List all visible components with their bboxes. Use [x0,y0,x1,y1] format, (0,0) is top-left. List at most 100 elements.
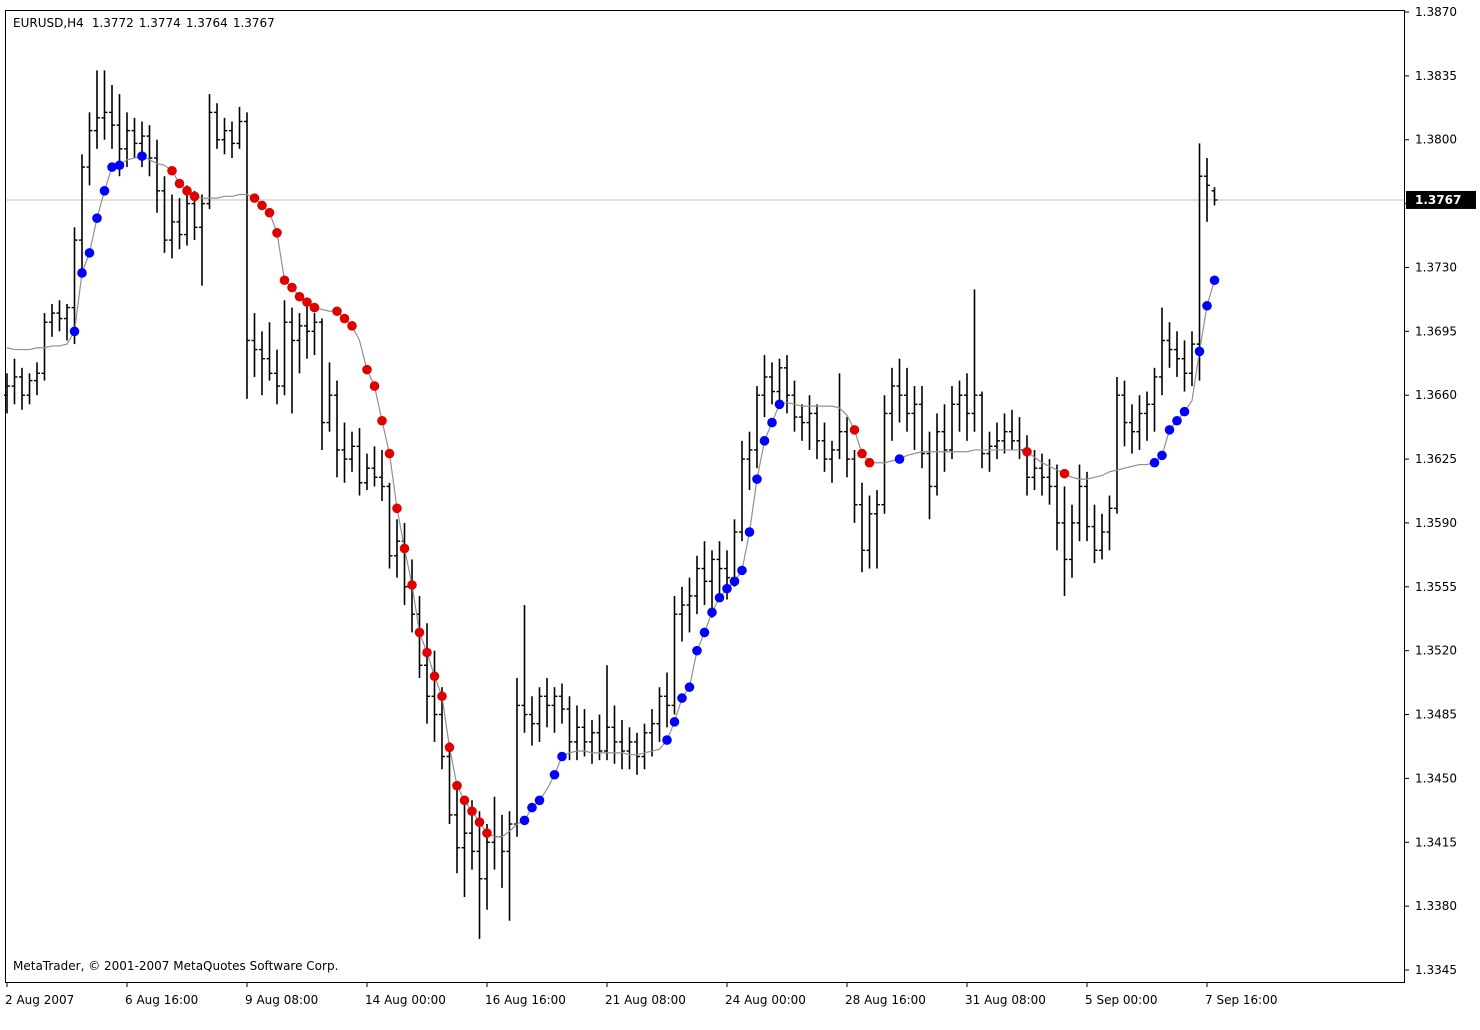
y-tick-label: 1.3345 [1415,963,1457,977]
x-tick-label: 21 Aug 08:00 [605,993,686,1007]
up-dot [77,268,87,278]
copyright: MetaTrader, © 2001-2007 MetaQuotes Softw… [13,959,338,973]
x-tick-label: 14 Aug 00:00 [365,993,446,1007]
down-dot [279,275,290,286]
down-dot [1022,446,1032,457]
down-dot [414,627,425,638]
up-dot [137,151,147,161]
up-dot [722,583,732,594]
y-tick-label: 1.3870 [1415,5,1457,19]
chart-header: EURUSD,H4 1.3772 1.3774 1.3764 1.3767 [13,16,275,30]
up-dot [549,769,560,780]
y-tick-label: 1.3380 [1415,899,1457,913]
indicator-line [6,155,1216,838]
up-dot [69,326,80,337]
y-tick-label: 1.3555 [1415,580,1457,594]
up-dot [774,399,785,410]
down-dot [264,207,275,218]
up-dot [677,693,687,703]
down-dot [452,780,462,791]
down-dot [174,178,185,189]
y-tick-label: 1.3450 [1415,771,1457,785]
down-dot [332,306,342,317]
y-tick-label: 1.3485 [1415,708,1457,722]
up-dot [1157,450,1167,461]
down-dot [474,817,485,827]
up-dot [1164,425,1175,435]
y-tick-label: 1.3590 [1415,516,1457,530]
up-dot [1172,415,1182,426]
up-dot [669,717,680,727]
up-dot [894,454,905,464]
y-tick-label: 1.3695 [1415,324,1457,338]
y-tick-label: 1.3800 [1415,133,1457,147]
x-tick-label: 6 Aug 16:00 [125,993,198,1007]
up-dot [759,436,770,446]
down-dot [849,425,860,435]
down-dot [422,647,432,658]
down-dot [369,381,380,391]
up-dot [684,682,695,692]
down-dot [294,291,305,302]
header-close: 1.3767 [233,16,275,30]
x-tick-label: 9 Aug 08:00 [245,993,318,1007]
down-dot [459,795,470,806]
up-dot [1202,300,1212,311]
down-dot [302,297,312,307]
down-dot [347,321,357,331]
down-dot [309,302,320,313]
down-dot [467,806,477,817]
up-dot [767,417,777,428]
down-dot [392,503,402,514]
y-tick-label: 1.3660 [1415,388,1457,402]
up-dot [692,645,702,656]
up-dot [557,751,567,762]
up-dot [84,248,95,258]
up-dot [752,474,762,484]
y-tick-label: 1.3520 [1415,644,1457,658]
plot-frame [5,10,1405,983]
up-dot [1149,457,1160,468]
down-dot [249,193,260,203]
up-dot [662,735,672,745]
up-dot [99,186,110,196]
up-dot [527,802,537,813]
x-tick-label: 7 Sep 16:00 [1205,993,1277,1007]
down-dot [257,200,267,211]
y-tick-label: 1.3415 [1415,835,1457,849]
down-dot [384,448,395,459]
x-tick-label: 5 Sep 00:00 [1085,993,1157,1007]
price-label: 1.3767 [1415,193,1461,207]
up-dot [714,592,725,603]
up-dot [744,527,755,537]
down-dot [429,671,440,682]
down-dot [1059,468,1070,479]
down-dot [482,828,492,838]
plot-area [4,70,1404,939]
up-dot [699,627,710,638]
y-tick-label: 1.3730 [1415,260,1457,274]
down-dot [444,742,455,753]
down-dot [377,415,387,426]
x-tick-label: 2 Aug 2007 [5,993,74,1007]
chart-title: EURUSD,H4 [13,16,84,30]
x-tick-label: 28 Aug 16:00 [845,993,926,1007]
down-dot [287,282,297,293]
down-dot [437,691,447,702]
price-label-box [1406,190,1476,209]
down-dot [864,457,875,468]
header-open: 1.3772 [92,16,134,30]
up-dot [1179,406,1190,417]
up-dot [107,162,117,172]
down-dot [362,364,372,375]
up-dot [519,815,530,826]
down-dot [407,580,417,590]
y-tick-label: 1.3625 [1415,452,1457,466]
down-dot [857,448,867,459]
down-dot [272,227,282,238]
up-dot [737,565,747,576]
y-tick-label: 1.3835 [1415,69,1457,83]
